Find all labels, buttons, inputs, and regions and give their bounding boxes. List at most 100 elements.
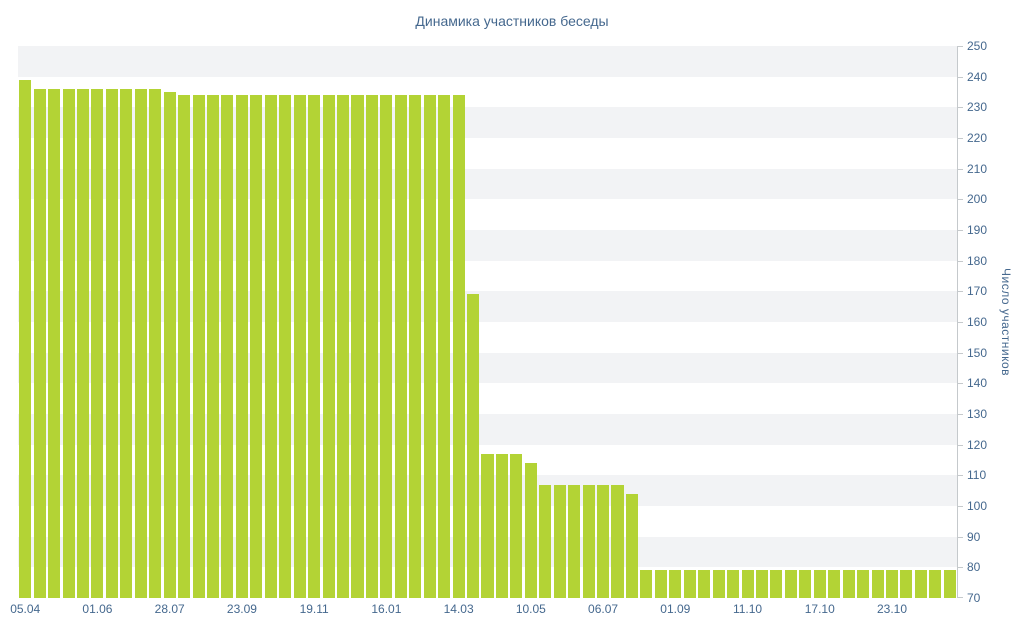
y-tick-mark	[957, 414, 963, 415]
bar	[105, 88, 118, 598]
bar	[755, 570, 768, 598]
grid-band	[18, 46, 957, 77]
bar	[149, 88, 162, 598]
bar	[914, 570, 927, 598]
chart-title: Динамика участников беседы	[415, 13, 609, 29]
bar	[120, 88, 133, 598]
y-tick-mark	[957, 107, 963, 109]
x-tick-label: 23.09	[226, 602, 257, 616]
y-tick-label: 220	[967, 131, 988, 145]
y-tick-label: 240	[967, 69, 988, 84]
x-tick-label: 01.09	[660, 602, 691, 616]
y-tick-label: 160	[967, 315, 988, 329]
bar	[322, 95, 335, 598]
bar	[539, 484, 552, 598]
bar	[163, 92, 176, 598]
y-tick-label: 150	[967, 345, 988, 360]
y-tick-mark	[957, 536, 963, 538]
bar	[19, 79, 32, 598]
bar	[727, 570, 740, 598]
bar	[568, 484, 581, 598]
y-tick-mark	[957, 260, 963, 262]
y-tick-mark	[957, 291, 963, 293]
bar	[524, 463, 537, 598]
bar	[885, 570, 899, 598]
x-tick-label: 11.10	[732, 602, 763, 616]
bar	[62, 88, 75, 598]
y-tick-mark	[957, 76, 963, 78]
x-tick-label: 05.04	[10, 602, 41, 616]
y-tick-label: 90	[967, 529, 981, 544]
y-axis: 70 80 90 100 110 120 130 140 150 160 170 180 190 200 2…	[957, 40, 997, 604]
bar	[33, 88, 46, 598]
bar	[698, 570, 711, 598]
bar	[871, 570, 884, 598]
y-axis-title: Число участников	[999, 267, 1013, 377]
bar	[452, 95, 465, 598]
y-tick-label: 110	[967, 468, 987, 483]
bar	[394, 95, 407, 598]
y-tick-mark	[957, 444, 963, 446]
bar	[770, 570, 783, 598]
bar	[929, 570, 942, 598]
bar	[48, 88, 61, 598]
y-tick-mark	[957, 168, 963, 170]
bar	[365, 95, 378, 598]
y-tick-mark	[957, 597, 963, 598]
x-tick-label: 28.07	[154, 602, 185, 616]
x-tick-label: 01.06	[82, 602, 113, 616]
bar	[857, 570, 870, 598]
x-tick-label: 23.10	[876, 602, 907, 616]
x-tick-label: 19.11	[299, 602, 329, 616]
bar	[510, 453, 523, 598]
bar	[250, 95, 263, 598]
bar	[409, 95, 422, 598]
y-tick-label: 210	[967, 161, 988, 176]
y-tick-mark	[957, 138, 963, 139]
y-tick-mark	[957, 352, 963, 354]
bar	[207, 95, 220, 598]
y-tick-label: 120	[967, 437, 988, 452]
bar	[423, 95, 436, 598]
y-tick-label: 130	[967, 407, 988, 421]
y-tick-label: 250	[967, 39, 988, 53]
y-tick-mark	[957, 230, 963, 231]
bar	[597, 484, 610, 598]
y-tick-mark	[957, 506, 963, 507]
bar	[495, 453, 508, 598]
y-tick-label: 170	[967, 284, 988, 299]
bar	[438, 95, 451, 598]
bar	[900, 570, 913, 598]
bar	[235, 95, 248, 598]
bar	[683, 570, 696, 598]
bar	[178, 95, 191, 598]
bar	[842, 570, 855, 598]
x-tick-label: 17.10	[804, 602, 835, 616]
x-tick-label: 14.03	[443, 602, 474, 616]
bar	[784, 570, 797, 598]
y-tick-label: 70	[967, 591, 981, 605]
y-tick-mark	[957, 46, 963, 47]
bar	[625, 493, 638, 598]
y-tick-label: 80	[967, 560, 981, 575]
bar	[351, 95, 364, 598]
y-tick-label: 140	[967, 376, 988, 391]
bar	[380, 95, 393, 598]
y-tick-mark	[957, 383, 963, 385]
bar	[799, 570, 812, 598]
y-tick-mark	[957, 567, 963, 569]
bar	[741, 570, 754, 598]
bar	[813, 570, 826, 598]
bar	[279, 95, 292, 598]
bar	[553, 484, 566, 598]
bar	[308, 95, 321, 598]
plot-area	[18, 46, 957, 598]
bar	[481, 453, 494, 598]
bar	[828, 570, 841, 598]
bar	[611, 484, 624, 598]
bar	[582, 484, 595, 598]
bar	[467, 294, 480, 598]
y-tick-label: 180	[967, 253, 988, 268]
bar	[712, 570, 725, 598]
bar	[654, 570, 667, 598]
